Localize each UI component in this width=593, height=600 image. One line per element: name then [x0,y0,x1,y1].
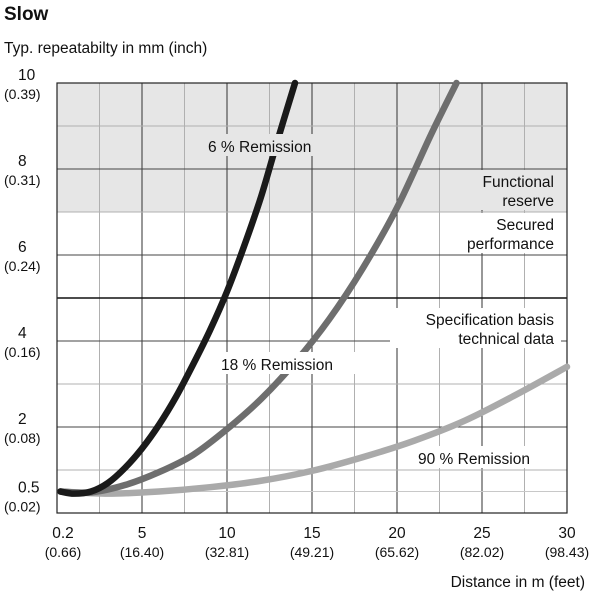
y-tick-label: 6 [18,239,27,256]
x-tick-sublabel: (82.02) [460,544,504,560]
y-axis-label: Typ. repeatabilty in mm (inch) [4,40,208,57]
x-tick-label: 10 [218,525,236,542]
y-tick-sublabel: (0.08) [4,430,41,446]
secured-performance-label-bg [470,213,561,253]
series-label-bg [204,134,332,156]
functional-reserve-label: Functional [482,174,554,191]
series-line-0 [57,79,299,497]
functional-reserve-label-bg [455,170,561,210]
series-label: 18 % Remission [221,357,333,374]
plot-frame [56,82,568,514]
secured-performance-label: performance [467,236,554,253]
x-axis-label: Distance in m (feet) [450,574,585,591]
x-tick-sublabel: (0.66) [45,544,82,560]
chart-title: Slow [4,4,49,25]
series-label: 90 % Remission [418,451,530,468]
x-tick-sublabel: (65.62) [375,544,419,560]
series-label: 6 % Remission [208,139,311,156]
x-tick-sublabel: (98.43) [545,544,589,560]
y-tick-label: 2 [18,411,27,428]
series-line-2 [57,363,571,497]
y-tick-sublabel: (0.39) [4,86,41,102]
x-tick-label: 5 [138,525,147,542]
y-tick-sublabel: (0.02) [4,499,41,515]
secured-performance-label: Secured [496,217,554,234]
series-line-1 [57,79,460,496]
y-tick-sublabel: (0.31) [4,172,41,188]
x-tick-label: 30 [558,525,576,542]
y-tick-sublabel: (0.16) [4,344,41,360]
x-tick-label: 0.2 [52,525,74,542]
x-tick-sublabel: (16.40) [120,544,164,560]
specification-basis-label: technical data [458,331,554,348]
y-tick-label: 10 [18,67,36,84]
y-tick-label: 8 [18,153,27,170]
series-label-bg [414,446,560,468]
y-tick-sublabel: (0.24) [4,258,41,274]
y-tick-label: 4 [18,325,27,342]
x-tick-sublabel: (49.21) [290,544,334,560]
specification-basis-label: Specification basis [426,312,555,329]
x-tick-label: 15 [303,525,320,542]
series-label-bg [217,352,365,374]
x-tick-label: 20 [388,525,406,542]
functional-reserve-label: reserve [502,193,554,210]
y-tick-label: 0.5 [18,480,40,497]
x-tick-label: 25 [473,525,490,542]
x-tick-sublabel: (32.81) [205,544,249,560]
specification-basis-label-bg [390,308,561,348]
